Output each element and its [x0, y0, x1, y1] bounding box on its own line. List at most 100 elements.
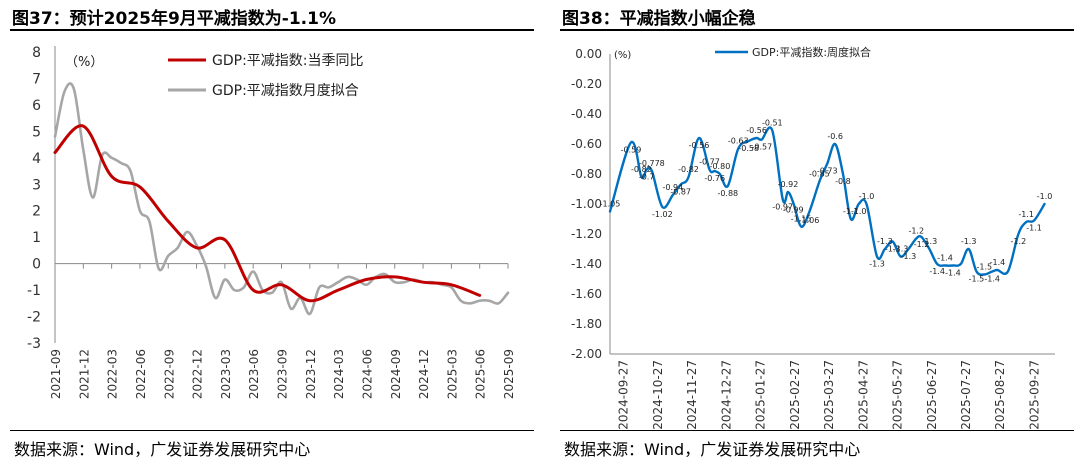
x-tick-label: 2022-03	[106, 349, 120, 399]
unit-label: (%)	[614, 50, 631, 61]
data-label: -1.0	[859, 192, 875, 201]
y-tick-label: 6	[32, 98, 41, 114]
x-tick-label: 2025-09-27	[1027, 360, 1041, 430]
y-tick-label: 0	[32, 257, 41, 273]
y-tick-label: -2.00	[571, 347, 602, 361]
data-label: -0.56	[689, 141, 710, 150]
data-label: -1.5	[969, 275, 985, 284]
y-tick-label: 0.00	[575, 47, 602, 61]
x-tick-label: 2025-06	[474, 349, 488, 399]
data-label: -1.2	[914, 240, 930, 249]
quarterly-yoy-line	[53, 124, 482, 303]
data-label: -0.99	[783, 206, 804, 215]
data-label: -0.57	[751, 143, 772, 152]
data-label: -1.2	[908, 227, 924, 236]
data-label: -0.92	[778, 180, 799, 189]
x-tick-label: 2023-09	[276, 349, 290, 399]
data-label: -1.3	[922, 237, 938, 246]
data-label: -0.56	[746, 126, 767, 135]
x-tick-label: 2021-12	[77, 349, 91, 399]
x-tick-label: 2022-09	[162, 349, 176, 399]
data-label: -0.59	[621, 146, 642, 155]
data-label: -1.1	[1026, 224, 1042, 233]
y-tick-label: -1.60	[571, 287, 602, 301]
data-label: -0.88	[717, 189, 738, 198]
data-label: -1.3	[893, 245, 909, 254]
data-label: -1.2	[1011, 237, 1027, 246]
data-label: -0.58	[738, 144, 759, 153]
data-label: -0.6	[827, 132, 843, 141]
weekly-fit-line	[608, 126, 1046, 276]
chart-title: 图38：平减指数小幅企稳	[562, 9, 756, 29]
legend-label: GDP:平减指数:当季同比	[212, 53, 364, 69]
data-label: -0.94	[662, 183, 683, 192]
x-tick-label: 2025-02-27	[788, 360, 802, 430]
x-tick-label: 2025-04-27	[856, 360, 870, 430]
data-label: -1.0	[851, 207, 867, 216]
x-tick-label: 2024-11-27	[685, 360, 699, 430]
y-tick-label: -0.40	[571, 107, 602, 121]
data-label: -0.77	[699, 158, 720, 167]
weekly-deflator-chart: 0.00 -0.20 -0.40 -0.60 -0.80 -1.00 -1.20 -1.40 -…	[571, 45, 1055, 430]
y-tick-label: -1.40	[571, 257, 602, 271]
data-label: -0.87	[670, 188, 691, 197]
x-tick-label: 2025-07-27	[959, 360, 973, 430]
legend-label: GDP:平减指数月度拟合	[212, 83, 359, 99]
data-label: -0.82	[631, 165, 652, 174]
data-source: 数据来源：Wind，广发证券发展研究中心	[14, 440, 311, 459]
data-label: -1.06	[799, 216, 820, 225]
y-tick-label: 3	[32, 177, 41, 193]
source-rule	[560, 430, 1074, 431]
data-label: -0.97	[772, 203, 793, 212]
y-tick-label: 7	[32, 71, 41, 87]
x-tick-label: 2024-03	[332, 349, 346, 399]
source-rule	[10, 430, 534, 431]
y-tick-label: -3	[27, 336, 41, 352]
x-tick-label: 2024-12-27	[719, 360, 733, 430]
x-tick-label: 2025-03	[445, 349, 459, 399]
data-source: 数据来源：Wind，广发证券发展研究中心	[564, 440, 861, 459]
data-label: -1.3	[877, 237, 893, 246]
y-tick-label: 2	[32, 204, 41, 220]
x-tick-label: 2022-06	[134, 349, 148, 399]
data-label: -1.1	[843, 207, 859, 216]
data-label: -1.5	[977, 263, 993, 272]
data-label: -0.85	[809, 170, 830, 179]
x-tick-label: 2025-01-27	[754, 360, 768, 430]
y-tick-label: 8	[32, 45, 41, 61]
left-panel: 图37：预计2025年9月平减指数为-1.1% 8 7 6 5 4 3 2 1 0 -1 -2 -3 （…	[10, 9, 534, 459]
right-panel: 图38：平减指数小幅企稳 0.00 -0.20 -0.40 -0.60 -0.80 -1.…	[550, 0, 1080, 463]
data-label: -0.82	[678, 165, 699, 174]
data-label: -1.15	[791, 215, 812, 224]
x-tick-label: 2024-10-27	[651, 360, 665, 430]
data-label: -0.8	[835, 177, 851, 186]
x-tick-label: 2025-09	[502, 349, 516, 399]
y-tick-label: -0.60	[571, 137, 602, 151]
y-tick-label: -1.80	[571, 317, 602, 331]
data-label: -1.3	[961, 237, 977, 246]
data-label: -0.80	[710, 162, 731, 171]
x-tick-label: 2024-06	[360, 349, 374, 399]
data-label: -1.4	[990, 258, 1006, 267]
x-tick-label: 2025-03-27	[822, 360, 836, 430]
chart-title: 图37：预计2025年9月平减指数为-1.1%	[12, 9, 337, 29]
y-tick-label: 5	[32, 124, 41, 140]
y-tick-label: -1.00	[571, 197, 602, 211]
data-label: -0.76	[704, 174, 725, 183]
y-tick-label: 4	[32, 151, 41, 167]
gdp-deflator-chart: 8 7 6 5 4 3 2 1 0 -1 -2 -3 （%） 2021-09 2021-12 2022-03 2…	[27, 45, 516, 399]
data-label: -0.51	[762, 119, 783, 128]
y-tick-label: -1	[27, 283, 41, 299]
y-tick-label: -2	[27, 310, 41, 326]
data-label: -1.3	[901, 252, 917, 261]
title-rule	[560, 29, 1074, 31]
data-label: -1.3	[869, 260, 885, 269]
x-tick-label: 2024-09-27	[617, 360, 631, 430]
x-tick-label: 2023-06	[247, 349, 261, 399]
data-label: -1.4	[984, 275, 1000, 284]
data-label: -1.4	[929, 267, 945, 276]
y-tick-label: 1	[32, 230, 41, 246]
x-tick-label: 2025-05-27	[891, 360, 905, 430]
x-tick-label: 2023-12	[304, 349, 318, 399]
title-rule	[10, 29, 534, 31]
